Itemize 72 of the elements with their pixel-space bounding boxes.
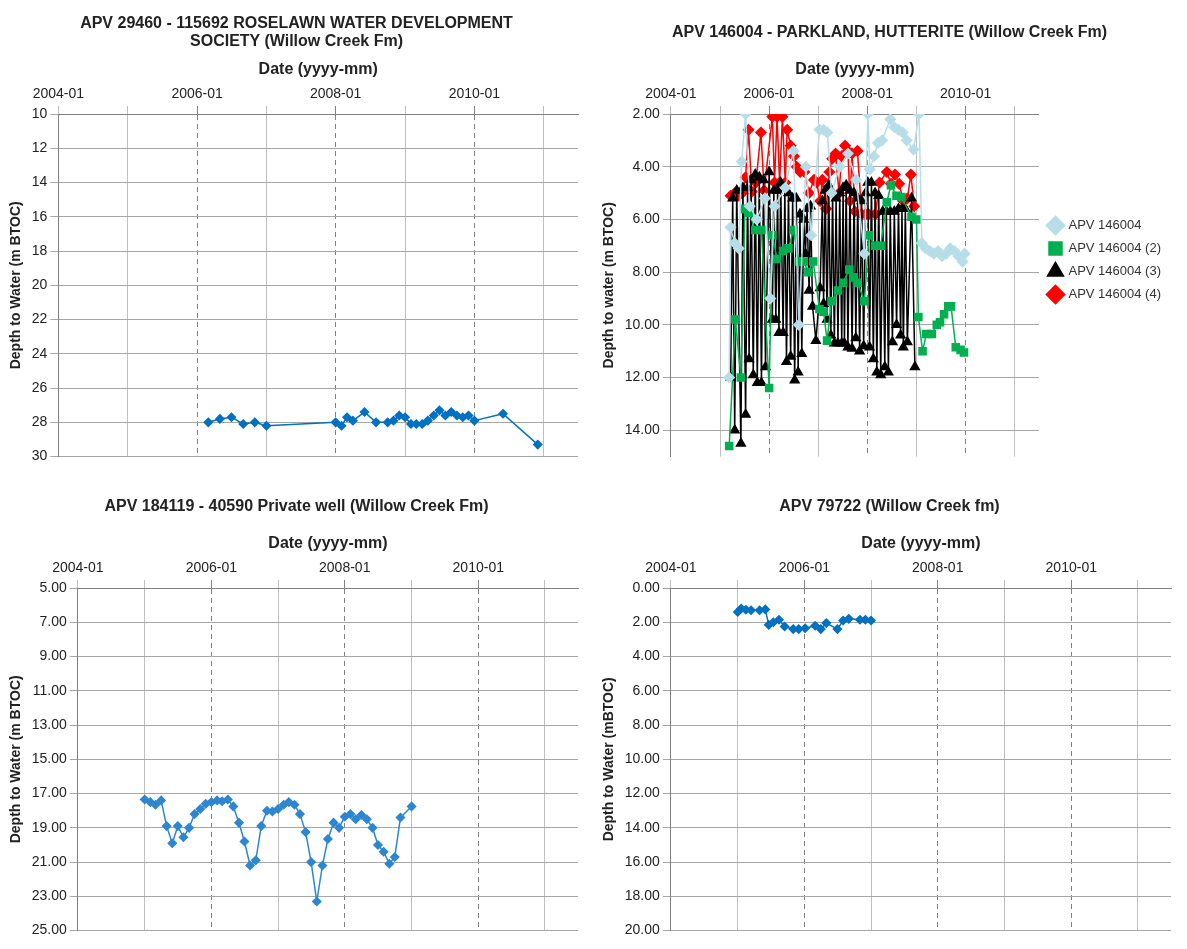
x-tick-label: 2010-01	[448, 85, 501, 102]
y-tick-label: 6.00	[632, 210, 661, 227]
y-tick-label: 8.00	[632, 262, 661, 279]
y-tick-label: 23.00	[31, 887, 68, 904]
legend-label: APV 146004 (4)	[1068, 286, 1162, 302]
y-tick-label: 5.00	[39, 578, 68, 595]
chart-title: APV 79722 (Willow Creek fm)	[778, 496, 1001, 516]
y-tick-label: 6.00	[632, 681, 661, 698]
x-tick-label: 2004-01	[52, 559, 104, 576]
y-tick-label: 14	[31, 173, 48, 190]
chart-title: APV 29460 - 115692 ROSELAWN WATER DEVELOPMENT SOCIETY (Willow Creek Fm)	[79, 13, 514, 51]
x-tick-label: 2004-01	[645, 85, 697, 102]
x-tick-label: 2006-01	[778, 559, 831, 576]
y-tick-label: 18	[31, 241, 48, 258]
y-tick-label: 2.00	[632, 613, 661, 630]
x-tick-label: 2008-01	[912, 559, 964, 576]
x-tick-label: 2010-01	[452, 559, 505, 576]
y-tick-label: 15.00	[31, 750, 68, 767]
y-axis-title: Depth to Water (m BTOC)	[7, 201, 24, 370]
y-tick-label: 24	[31, 344, 48, 361]
x-tick-label: 2010-01	[1045, 559, 1098, 576]
legend-label: APV 146004 (2)	[1068, 240, 1162, 256]
y-axis-title: Depth to water (m BTOC)	[600, 202, 617, 369]
y-tick-label: 0.00	[632, 578, 661, 595]
x-axis-title: Date (yyyy-mm)	[268, 534, 388, 552]
y-tick-label: 16.00	[624, 852, 661, 869]
legend-label: APV 146004 (3)	[1068, 263, 1162, 279]
y-tick-label: 4.00	[632, 157, 661, 174]
y-tick-label: 25.00	[31, 921, 68, 938]
x-tick-label: 2004-01	[32, 85, 85, 102]
y-tick-label: 11.00	[32, 681, 68, 698]
chart-title: APV 184119 - 40590 Private well (Willow Creek Fm)	[103, 496, 490, 516]
y-tick-label: 2.00	[632, 104, 661, 121]
x-tick-label: 2008-01	[309, 85, 362, 102]
x-tick-label: 2004-01	[645, 559, 697, 576]
y-tick-label: 20	[31, 276, 48, 293]
y-tick-label: 8.00	[632, 715, 661, 732]
y-tick-label: 9.00	[39, 647, 68, 664]
x-tick-label: 2006-01	[185, 559, 238, 576]
x-tick-label: 2006-01	[171, 85, 223, 102]
y-tick-label: 30	[31, 447, 48, 464]
y-tick-label: 13.00	[31, 715, 68, 732]
y-tick-label: 12.00	[624, 368, 661, 385]
legend-label: APV 146004	[1068, 217, 1142, 233]
y-tick-label: 12	[31, 139, 48, 156]
y-tick-label: 10	[31, 104, 48, 121]
y-tick-label: 26	[31, 378, 48, 395]
y-axis-title: Depth to Water (mBTOC)	[600, 677, 617, 842]
y-tick-label: 28	[31, 413, 48, 430]
y-tick-label: 14.00	[624, 818, 661, 835]
y-tick-label: 17.00	[31, 784, 68, 801]
x-tick-label: 2010-01	[939, 85, 992, 102]
y-tick-label: 16	[31, 207, 48, 224]
y-axis-title: Depth to Water (m BTOC)	[7, 675, 24, 844]
y-tick-label: 10.00	[624, 315, 661, 332]
x-tick-label: 2006-01	[743, 85, 796, 102]
y-tick-label: 18.00	[624, 887, 661, 904]
y-tick-label: 19.00	[31, 818, 68, 835]
y-tick-label: 14.00	[624, 421, 661, 438]
x-axis-title: Date (yyyy-mm)	[258, 60, 378, 78]
y-tick-label: 20.00	[624, 921, 661, 938]
x-axis-title: Date (yyyy-mm)	[861, 534, 981, 552]
x-axis-title: Date (yyyy-mm)	[795, 60, 915, 78]
y-tick-label: 4.00	[632, 647, 661, 664]
x-tick-label: 2008-01	[841, 85, 894, 102]
y-tick-label: 7.00	[39, 613, 68, 630]
y-tick-label: 12.00	[624, 784, 661, 801]
chart-title: APV 146004 - PARKLAND, HUTTERITE (Willow Creek Fm)	[670, 22, 1109, 42]
y-tick-label: 10.00	[624, 750, 661, 767]
y-tick-label: 22	[31, 310, 48, 327]
x-tick-label: 2008-01	[319, 559, 371, 576]
y-tick-label: 21.00	[31, 852, 68, 869]
